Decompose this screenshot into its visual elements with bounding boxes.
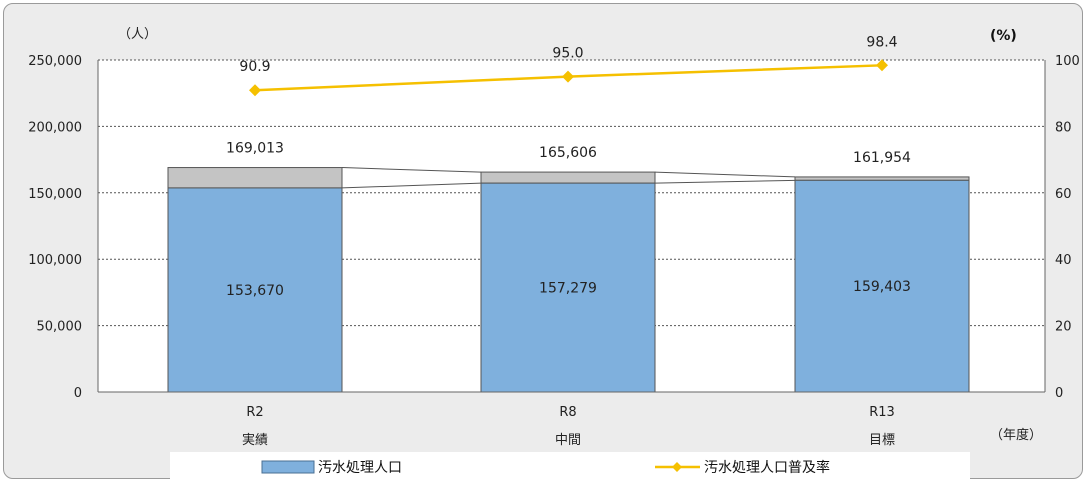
y-left-tick-label: 100,000 bbox=[28, 253, 82, 268]
bar-population-segment bbox=[794, 179, 970, 393]
rate-line-point bbox=[562, 70, 574, 83]
bar-population-segment bbox=[167, 187, 343, 393]
x-category-label: R8 bbox=[559, 405, 576, 420]
legend-bar-label: 汚水処理人口 bbox=[318, 460, 402, 476]
bar-total-segment bbox=[794, 176, 970, 181]
rate-value-label: 90.9 bbox=[239, 59, 270, 75]
y-left-unit: （人） bbox=[118, 27, 157, 42]
rate-value-label: 95.0 bbox=[552, 46, 583, 62]
bar-total-segment bbox=[480, 171, 656, 184]
total-value-label: 165,606 bbox=[539, 145, 597, 161]
y-left-tick-label: 250,000 bbox=[28, 54, 82, 69]
y-left-tick-label: 200,000 bbox=[28, 120, 82, 135]
connector-line-top bbox=[654, 171, 796, 178]
y-left-tick-label: 150,000 bbox=[28, 187, 82, 202]
x-category-label: R2 bbox=[246, 405, 263, 420]
x-category-label: R13 bbox=[869, 405, 895, 420]
x-category-sublabel: 目標 bbox=[869, 433, 895, 448]
x-unit: （年度） bbox=[990, 427, 1042, 443]
bar-value-label: 159,403 bbox=[853, 279, 911, 295]
axes: 0 0 50,000 20 100,000 40 150,000 60 200,000 80 250… bbox=[28, 54, 1080, 448]
y-right-tick-label: 100 bbox=[1055, 54, 1080, 69]
total-value-label: 161,954 bbox=[853, 150, 911, 166]
total-value-label: 169,013 bbox=[226, 141, 284, 157]
legend-line-label: 汚水処理人口普及率 bbox=[704, 459, 830, 476]
bar-connectors bbox=[341, 167, 796, 189]
bar-value-label: 153,670 bbox=[226, 283, 284, 299]
y-right-tick-label: 0 bbox=[1055, 386, 1063, 401]
y-left-tick-label: 0 bbox=[74, 386, 82, 401]
connector-line-bottom bbox=[654, 179, 796, 184]
y-right-tick-label: 60 bbox=[1055, 187, 1072, 202]
y-right-tick-label: 40 bbox=[1055, 253, 1072, 268]
y-right-tick-label: 80 bbox=[1055, 120, 1072, 135]
rate-line-point bbox=[876, 59, 888, 72]
rate-line bbox=[249, 59, 888, 97]
y-right-tick-label: 20 bbox=[1055, 320, 1072, 335]
connector-line-bottom bbox=[341, 182, 482, 189]
legend-line-marker bbox=[672, 462, 682, 472]
rate-line-point bbox=[249, 84, 261, 97]
rate-value-label: 98.4 bbox=[866, 34, 897, 50]
connector-line-top bbox=[341, 167, 482, 173]
data-labels: 169,013 153,670 165,606 157,279 161,954 159,4… bbox=[226, 34, 911, 299]
y-right-unit: (%) bbox=[990, 28, 1017, 44]
legend-bar-swatch bbox=[261, 460, 315, 474]
bar-total-segment bbox=[167, 167, 343, 189]
x-category-sublabel: 実績 bbox=[242, 432, 268, 448]
bar-value-label: 157,279 bbox=[539, 281, 597, 297]
bar-population-segment bbox=[480, 182, 656, 393]
y-left-tick-label: 50,000 bbox=[37, 320, 83, 335]
x-category-sublabel: 中間 bbox=[555, 433, 581, 448]
bars bbox=[167, 167, 970, 393]
